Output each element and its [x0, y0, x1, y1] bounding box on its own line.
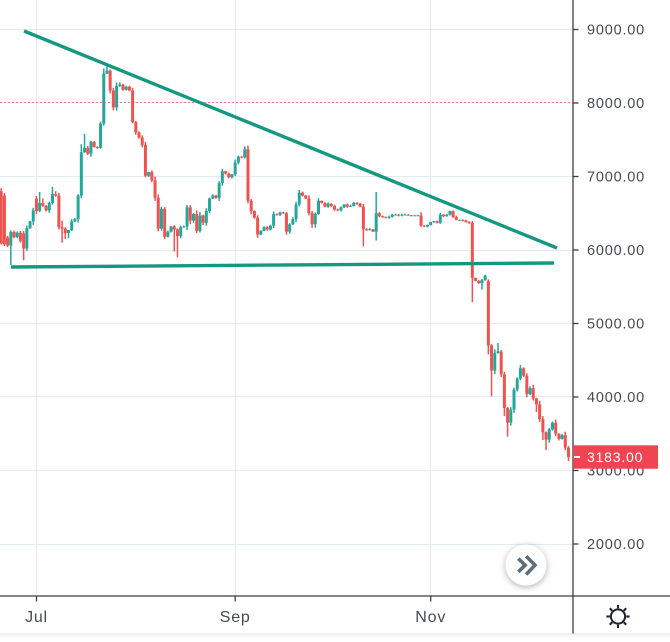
svg-text:2000.00: 2000.00	[587, 537, 645, 553]
svg-text:7000.00: 7000.00	[587, 170, 645, 186]
svg-text:5000.00: 5000.00	[587, 317, 645, 333]
svg-text:8000.00: 8000.00	[587, 96, 645, 112]
svg-text:4000.00: 4000.00	[587, 390, 645, 406]
svg-text:Sep: Sep	[220, 609, 251, 626]
svg-text:3183.00: 3183.00	[587, 449, 643, 465]
svg-text:9000.00: 9000.00	[587, 23, 645, 39]
svg-text:Nov: Nov	[415, 609, 446, 626]
svg-text:Jul: Jul	[25, 609, 48, 626]
svg-text:6000.00: 6000.00	[587, 243, 645, 259]
